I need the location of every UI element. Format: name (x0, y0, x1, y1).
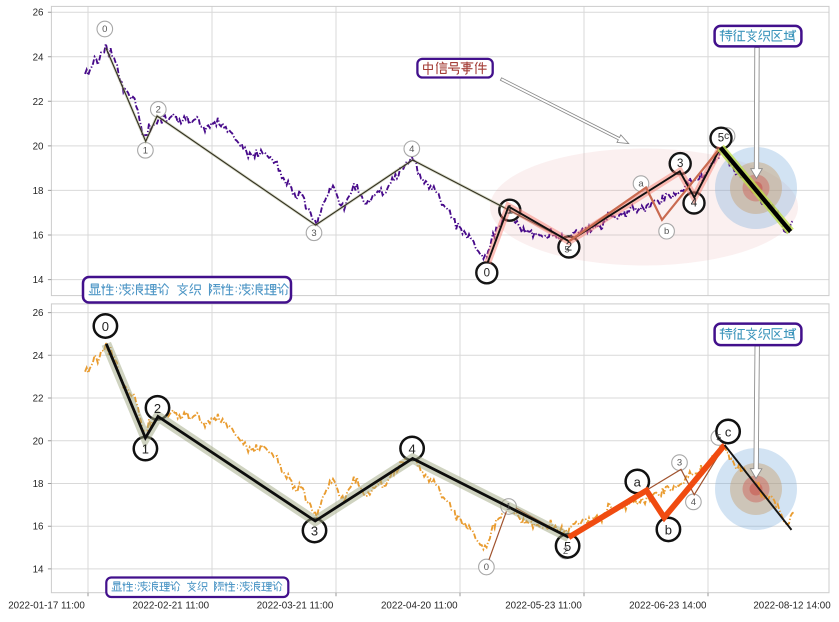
svg-text:5: 5 (716, 433, 721, 444)
svg-text:4: 4 (691, 497, 696, 508)
svg-text:2022-08-12 14:00: 2022-08-12 14:00 (753, 601, 831, 612)
svg-text:18: 18 (33, 186, 44, 197)
svg-text:4: 4 (408, 441, 415, 456)
svg-text:2022-06-23 14:00: 2022-06-23 14:00 (629, 601, 707, 612)
svg-text:c: c (725, 425, 732, 440)
svg-text:c: c (724, 131, 729, 142)
svg-text:4: 4 (409, 144, 414, 155)
svg-text:b: b (664, 226, 669, 237)
svg-text:0: 0 (484, 562, 489, 573)
svg-text:2: 2 (156, 104, 161, 115)
svg-text:2: 2 (154, 401, 161, 416)
svg-text:2022-02-21 11:00: 2022-02-21 11:00 (132, 601, 209, 612)
svg-text:22: 22 (33, 394, 44, 405)
svg-text:2: 2 (566, 242, 572, 254)
svg-text:0: 0 (102, 24, 107, 35)
svg-text:16: 16 (33, 231, 44, 242)
svg-text:2022-04-20 11:00: 2022-04-20 11:00 (381, 601, 458, 612)
svg-text:5: 5 (718, 133, 724, 145)
svg-text:2022-03-21 11:00: 2022-03-21 11:00 (257, 601, 334, 612)
svg-text:4: 4 (691, 198, 698, 210)
svg-text:18: 18 (33, 479, 44, 490)
svg-text:14: 14 (33, 275, 44, 286)
svg-text:1: 1 (143, 145, 148, 156)
svg-text:1: 1 (142, 442, 149, 457)
svg-text:1: 1 (507, 205, 513, 217)
svg-text:5: 5 (564, 245, 569, 256)
svg-text:20: 20 (33, 436, 44, 447)
svg-text:0: 0 (102, 319, 109, 334)
svg-text:3: 3 (677, 458, 682, 469)
svg-text:24: 24 (33, 351, 44, 362)
svg-text:22: 22 (33, 97, 44, 108)
svg-text:3: 3 (311, 228, 316, 239)
svg-text:5: 5 (564, 539, 571, 554)
svg-text:2022-05-23 11:00: 2022-05-23 11:00 (505, 601, 582, 612)
svg-text:3: 3 (677, 158, 683, 170)
svg-text:2022-01-17 11:00: 2022-01-17 11:00 (8, 601, 85, 612)
svg-text:14: 14 (33, 564, 44, 575)
svg-text:1: 1 (506, 502, 511, 513)
svg-text:2: 2 (563, 546, 568, 557)
svg-text:b: b (665, 522, 672, 537)
svg-text:16: 16 (33, 522, 44, 533)
svg-text:24: 24 (33, 52, 44, 63)
svg-text:3: 3 (311, 524, 318, 539)
svg-text:a: a (638, 179, 644, 190)
svg-text:26: 26 (33, 308, 44, 319)
svg-text:a: a (634, 475, 642, 490)
svg-text:26: 26 (33, 8, 44, 19)
svg-text:20: 20 (33, 141, 44, 152)
svg-text:0: 0 (484, 267, 490, 279)
